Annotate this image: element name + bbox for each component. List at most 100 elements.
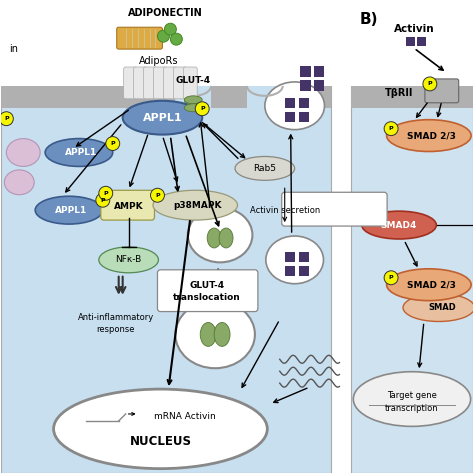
Text: SMAD 2/3: SMAD 2/3 [408,280,456,289]
Text: mRNA Activin: mRNA Activin [155,412,216,421]
Text: Target gene: Target gene [387,391,437,400]
Ellipse shape [235,156,295,180]
Text: P: P [110,141,115,146]
Ellipse shape [123,101,202,135]
Bar [300,66,310,77]
Text: P: P [4,116,9,121]
Ellipse shape [384,271,398,285]
Text: p38MAPK: p38MAPK [173,201,221,210]
Ellipse shape [175,301,255,368]
Ellipse shape [207,228,221,248]
FancyBboxPatch shape [173,67,187,99]
Ellipse shape [153,190,237,220]
FancyBboxPatch shape [117,27,163,49]
Text: P: P [200,106,204,111]
FancyBboxPatch shape [282,192,387,226]
Ellipse shape [266,236,323,284]
Text: ADIPONECTIN: ADIPONECTIN [128,9,203,18]
Ellipse shape [195,102,209,116]
Bar [299,98,309,108]
Bar [285,112,295,122]
Text: SMAD: SMAD [428,303,456,312]
Ellipse shape [157,30,169,42]
Bar [417,37,426,46]
Bar [184,100,202,110]
Text: in: in [9,44,18,54]
Ellipse shape [96,193,110,207]
Ellipse shape [6,138,40,166]
Text: B): B) [359,12,378,27]
Ellipse shape [35,196,103,224]
Text: Anti-inflammatory: Anti-inflammatory [78,313,154,322]
Bar [299,266,309,276]
Text: P: P [389,126,393,131]
Ellipse shape [45,138,113,166]
Text: APPL1: APPL1 [55,206,87,215]
Text: Activin secretion: Activin secretion [250,206,320,215]
FancyBboxPatch shape [124,67,137,99]
Ellipse shape [387,269,471,301]
Ellipse shape [219,228,233,248]
Bar [300,80,310,91]
Text: APPL1: APPL1 [143,113,182,123]
Ellipse shape [106,137,120,151]
Text: P: P [103,191,108,196]
Ellipse shape [214,322,230,346]
FancyBboxPatch shape [183,67,197,99]
Text: transcription: transcription [385,404,439,413]
Bar [299,252,309,262]
Bar [285,266,295,276]
Text: AdipoRs: AdipoRs [139,56,178,66]
Ellipse shape [170,33,182,45]
Ellipse shape [184,96,202,104]
FancyBboxPatch shape [164,67,177,99]
Ellipse shape [164,23,176,35]
Text: APPL1: APPL1 [65,148,97,157]
Ellipse shape [0,112,13,126]
Text: GLUT-4: GLUT-4 [190,281,225,290]
Text: response: response [97,325,135,334]
Text: P: P [100,198,105,203]
FancyBboxPatch shape [1,1,473,86]
Ellipse shape [403,294,474,321]
Ellipse shape [99,247,158,273]
FancyBboxPatch shape [157,270,258,311]
Ellipse shape [54,389,267,469]
Bar [313,80,325,91]
Ellipse shape [353,372,471,427]
Bar [313,66,325,77]
FancyBboxPatch shape [351,86,473,473]
Text: Activin: Activin [393,24,434,34]
Ellipse shape [387,120,471,152]
Ellipse shape [188,208,253,262]
Ellipse shape [4,170,34,195]
FancyBboxPatch shape [351,86,473,108]
FancyBboxPatch shape [144,67,157,99]
Text: NFκ-B: NFκ-B [116,255,142,264]
Ellipse shape [184,104,202,112]
Bar [285,252,295,262]
Text: Rab5: Rab5 [253,164,276,173]
FancyBboxPatch shape [247,86,283,114]
FancyBboxPatch shape [175,86,211,114]
FancyBboxPatch shape [1,86,331,473]
Ellipse shape [151,188,164,202]
Ellipse shape [384,122,398,136]
Text: SMAD 2/3: SMAD 2/3 [408,131,456,140]
FancyBboxPatch shape [200,86,331,108]
Ellipse shape [265,82,325,129]
FancyBboxPatch shape [1,86,331,108]
Text: NUCLEUS: NUCLEUS [129,435,191,448]
Ellipse shape [362,211,437,239]
Text: SMAD4: SMAD4 [381,220,417,229]
Ellipse shape [99,186,113,200]
FancyBboxPatch shape [425,79,459,103]
Text: TβRII: TβRII [385,88,413,98]
Bar [299,112,309,122]
Text: AMPK: AMPK [114,201,144,210]
Text: P: P [155,193,160,198]
Bar [406,37,415,46]
Ellipse shape [423,77,437,91]
Text: GLUT-4: GLUT-4 [176,76,211,85]
Text: P: P [428,82,432,86]
